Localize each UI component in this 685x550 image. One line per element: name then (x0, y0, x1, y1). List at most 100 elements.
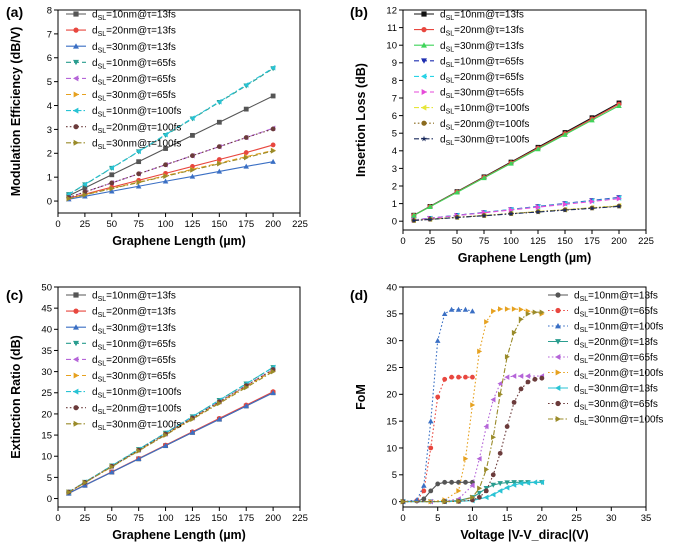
y-tick-label: 9 (392, 58, 397, 69)
y-tick-label: 5 (47, 473, 52, 484)
data-point (470, 374, 475, 380)
series-3 (66, 158, 276, 202)
legend-entry: dSL=10nm@τ=13fs (574, 291, 658, 304)
y-tick-label: 5 (392, 470, 397, 481)
y-tick-label: 45 (41, 304, 52, 315)
data-point (270, 142, 276, 148)
legend-marker (73, 405, 79, 411)
x-tick-label: 150 (211, 513, 227, 524)
x-tick-label: 50 (106, 513, 117, 524)
x-tick-label: 0 (55, 513, 60, 524)
legend-entry: dSL=30nm@τ=100fs (92, 419, 181, 432)
data-point (462, 306, 469, 312)
legend-entry: dSL=20nm@τ=100fs (440, 119, 529, 132)
data-point (428, 418, 434, 424)
y-tick-label: 15 (386, 417, 397, 428)
data-point (490, 472, 496, 478)
y-tick-label: 5 (47, 77, 52, 88)
panel-label: (d) (350, 287, 368, 303)
data-point (244, 154, 249, 161)
data-point (189, 173, 196, 179)
x-tick-label: 175 (238, 513, 254, 524)
data-point (109, 469, 115, 475)
legend-entry: dSL=10nm@τ=13fs (440, 10, 524, 23)
data-point (162, 442, 169, 448)
data-point (491, 434, 497, 440)
data-point (163, 146, 168, 151)
data-point (270, 390, 276, 395)
data-point (518, 373, 524, 379)
data-point (484, 319, 490, 325)
data-point (435, 481, 441, 487)
series-9 (411, 203, 622, 223)
data-point (511, 482, 517, 488)
data-point (82, 479, 88, 486)
x-tick-label: 125 (530, 236, 546, 247)
data-point (616, 203, 622, 209)
data-point (469, 482, 475, 489)
data-point (421, 488, 427, 494)
x-tick-label: 0 (400, 513, 405, 524)
data-point (504, 424, 510, 429)
data-point (162, 131, 168, 138)
data-point (442, 376, 448, 382)
data-point (470, 494, 476, 501)
legend-marker (421, 104, 427, 111)
data-point (216, 144, 222, 150)
x-tick-label: 20 (537, 513, 548, 524)
data-point (109, 185, 115, 192)
data-point (270, 368, 276, 375)
data-point (589, 117, 595, 123)
data-point (243, 403, 249, 409)
data-point (109, 165, 114, 171)
series-9 (66, 148, 276, 202)
data-point (449, 479, 454, 485)
y-tick-label: 0 (47, 196, 52, 207)
legend-marker (73, 59, 79, 66)
legend-entry: dSL=10nm@τ=100fs (440, 103, 529, 116)
legend-marker (421, 27, 427, 33)
y-axis-label: Extinction Ratio (dB) (9, 335, 23, 459)
data-point (243, 135, 249, 140)
data-point (270, 148, 276, 154)
data-point (476, 490, 483, 496)
data-point (491, 308, 497, 314)
y-tick-label: 10 (386, 443, 397, 454)
data-point (470, 402, 476, 408)
legend-marker (73, 292, 79, 298)
data-point (455, 306, 462, 312)
data-point (109, 172, 115, 178)
data-point (400, 498, 406, 505)
data-point (217, 161, 223, 167)
data-point (504, 374, 510, 380)
legend-entry: dSL=30nm@τ=65fs (92, 371, 176, 384)
data-point (135, 456, 142, 462)
data-point (270, 158, 276, 164)
data-point (216, 119, 222, 125)
legend-entry: dSL=10nm@τ=100fs (574, 322, 663, 335)
data-point (189, 429, 196, 435)
legend-marker (73, 308, 79, 314)
data-point (411, 217, 417, 223)
data-point (463, 479, 468, 485)
legend: dSL=10nm@τ=13fs dSL=20nm@τ=13fs dSL=30nm@τ… (66, 10, 181, 151)
y-tick-label: 40 (41, 325, 52, 336)
plot-frame (402, 9, 647, 231)
x-axis-label: Voltage |V-V_dirac|(V) (460, 528, 588, 542)
y-tick-label: 15 (41, 430, 52, 441)
x-tick-label: 5 (435, 513, 440, 524)
legend-marker (73, 340, 79, 347)
y-tick-label: 8 (392, 76, 397, 87)
data-point (483, 423, 489, 430)
legend-entry: dSL=20nm@τ=13fs (92, 26, 176, 39)
data-point (525, 373, 531, 379)
x-tick-label: 225 (292, 219, 308, 230)
data-point (216, 168, 223, 174)
data-point (589, 198, 595, 205)
data-point (441, 311, 448, 317)
data-point (508, 160, 514, 166)
data-point (414, 497, 420, 503)
data-point (82, 482, 88, 488)
data-point (504, 354, 510, 360)
data-point (490, 482, 497, 488)
